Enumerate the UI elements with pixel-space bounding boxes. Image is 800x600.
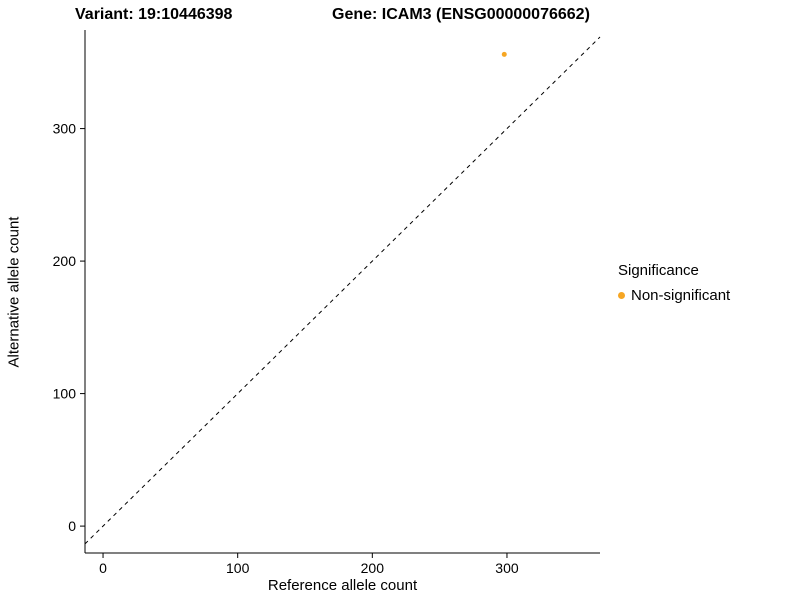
x-tick-label: 200 (361, 560, 385, 576)
legend-key-dot-icon (618, 292, 625, 299)
y-tick-label: 100 (53, 386, 77, 402)
y-tick-label: 200 (53, 253, 77, 269)
legend-item: Non-significant (618, 287, 730, 304)
data-point-non-significant (501, 51, 507, 57)
x-tick-label: 100 (226, 560, 250, 576)
y-axis-title: Alternative allele count (5, 216, 23, 368)
gene-title: Gene: ICAM3 (ENSG00000076662) (332, 6, 590, 23)
x-tick-label: 0 (99, 560, 107, 576)
y-tick-label: 300 (53, 121, 77, 137)
y-tick-label: 0 (68, 518, 76, 534)
identity-reference-line (84, 36, 601, 545)
x-axis-title: Reference allele count (267, 577, 418, 594)
legend-title: Significance (618, 262, 699, 279)
legend: Significance Non-significant (618, 262, 730, 304)
variant-title: Variant: 19:10446398 (75, 6, 233, 23)
x-tick-label: 300 (495, 560, 519, 576)
legend-item-label: Non-significant (631, 287, 731, 304)
